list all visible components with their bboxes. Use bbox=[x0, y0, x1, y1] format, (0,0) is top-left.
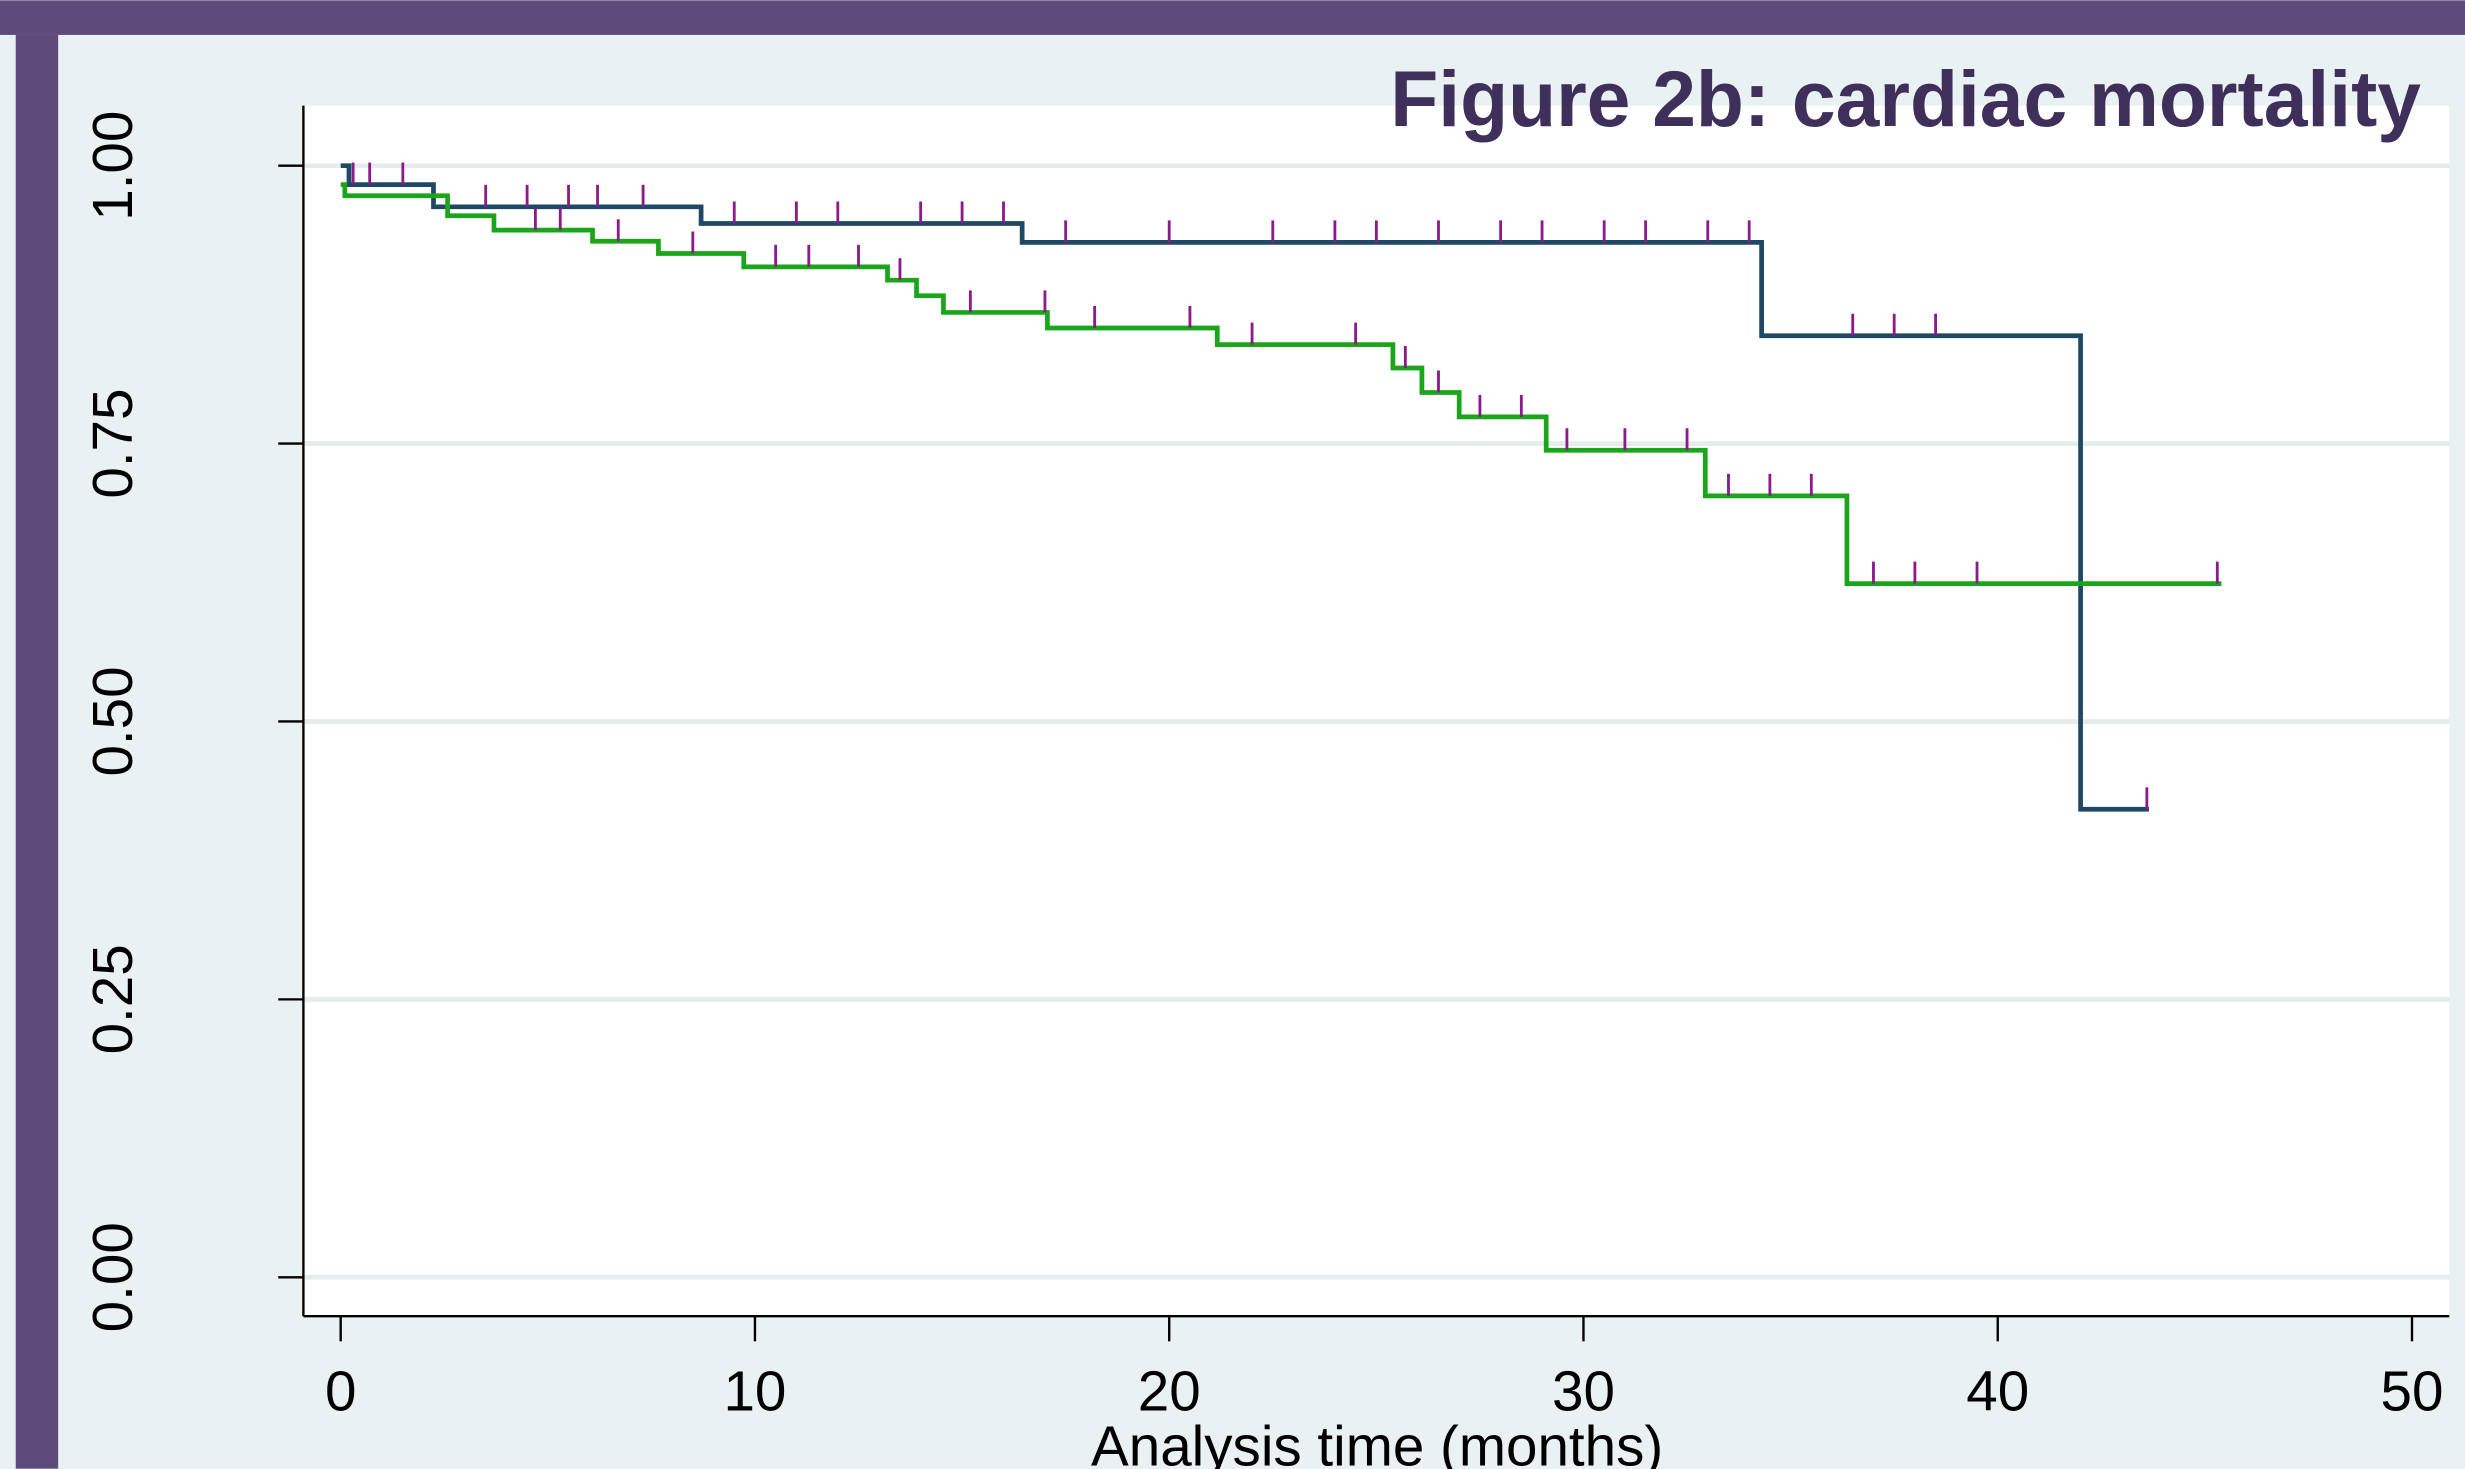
x-tick-label: 30 bbox=[1552, 1359, 1615, 1422]
left-bar bbox=[15, 34, 59, 1469]
x-tick-label: 20 bbox=[1138, 1359, 1201, 1422]
y-tick-label: 1.00 bbox=[81, 111, 144, 221]
x-tick-label: 10 bbox=[723, 1359, 786, 1422]
y-tick-label: 0.00 bbox=[81, 1222, 144, 1332]
plot-area bbox=[303, 105, 2450, 1317]
y-tick-label: 0.75 bbox=[81, 389, 144, 499]
x-tick-label: 40 bbox=[1966, 1359, 2029, 1422]
y-tick-label: 0.50 bbox=[81, 666, 144, 776]
x-tick-label: 50 bbox=[2381, 1359, 2444, 1422]
survival-curve bbox=[340, 163, 2149, 812]
y-tick-label: 0.25 bbox=[81, 944, 144, 1054]
survival-curve bbox=[340, 182, 2222, 587]
x-tick-label: 0 bbox=[325, 1359, 356, 1422]
top-bar bbox=[0, 0, 2465, 35]
chart-title: Figure 2b: cardiac mortality bbox=[1390, 55, 2421, 143]
x-axis-label: Analysis time (months) bbox=[1091, 1415, 1663, 1469]
